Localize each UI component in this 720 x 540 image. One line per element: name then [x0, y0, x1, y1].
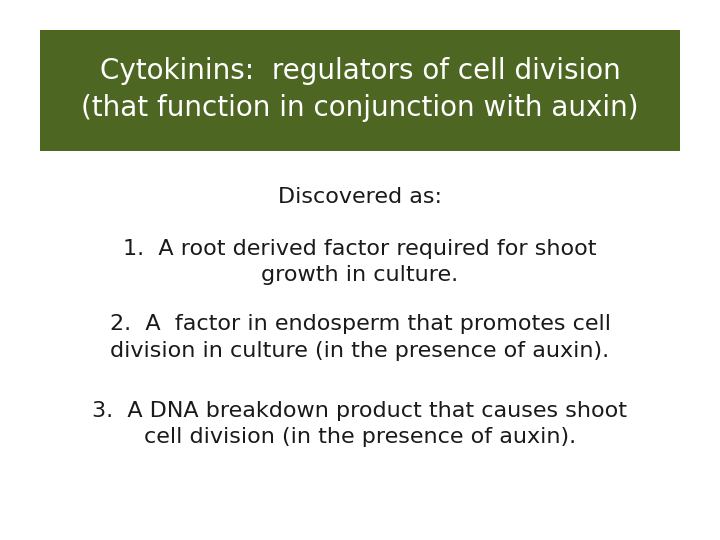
Text: 2.  A  factor in endosperm that promotes cell
division in culture (in the presen: 2. A factor in endosperm that promotes c… — [109, 314, 611, 361]
Text: 1.  A root derived factor required for shoot
growth in culture.: 1. A root derived factor required for sh… — [123, 239, 597, 285]
Text: Cytokinins:  regulators of cell division
(that function in conjunction with auxi: Cytokinins: regulators of cell division … — [81, 57, 639, 122]
Text: 3.  A DNA breakdown product that causes shoot
cell division (in the presence of : 3. A DNA breakdown product that causes s… — [92, 401, 628, 447]
Text: Discovered as:: Discovered as: — [278, 187, 442, 207]
FancyBboxPatch shape — [40, 30, 680, 151]
